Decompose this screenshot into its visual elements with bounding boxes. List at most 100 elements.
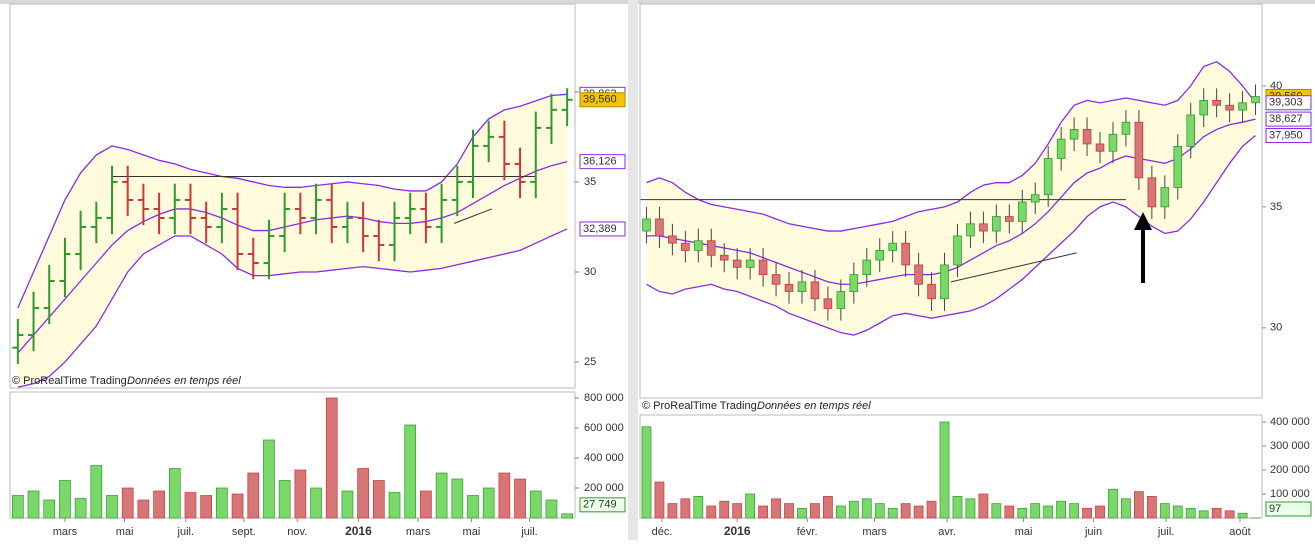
candle-body xyxy=(656,219,664,236)
volume-bar xyxy=(499,473,510,518)
volume-bar xyxy=(914,506,923,518)
volume-bar xyxy=(836,506,845,518)
candle-body xyxy=(811,282,819,299)
volume-bar xyxy=(483,488,494,518)
volume-bar xyxy=(966,499,975,518)
volume-bar xyxy=(642,427,651,518)
volume-bar xyxy=(1160,504,1169,518)
candle-body xyxy=(720,255,728,260)
candle-body xyxy=(694,241,702,251)
volume-bar xyxy=(1018,508,1027,518)
volume-bar xyxy=(953,496,962,518)
volume-bar xyxy=(707,506,716,518)
x-tick-label: mai xyxy=(116,526,134,538)
volume-bar xyxy=(546,500,557,518)
candle-body xyxy=(1187,115,1195,146)
candle-body xyxy=(941,265,949,299)
volume-bar xyxy=(810,504,819,518)
volume-bar xyxy=(216,488,227,518)
x-tick-label: 2016 xyxy=(345,524,372,538)
price-tag-label: 37,950 xyxy=(1269,129,1303,141)
volume-bar xyxy=(901,504,910,518)
volume-bar xyxy=(420,491,431,518)
volume-bar xyxy=(1199,511,1208,518)
candle-body xyxy=(1005,217,1013,222)
candle-body xyxy=(1226,105,1234,110)
candle-body xyxy=(1122,122,1130,134)
volume-bar xyxy=(720,501,729,518)
volume-bar xyxy=(91,466,102,519)
volume-bar xyxy=(326,398,337,518)
volume-bar xyxy=(1186,508,1195,518)
volume-bar xyxy=(185,493,196,519)
x-tick-label: sept. xyxy=(232,526,256,538)
volume-bar xyxy=(1044,506,1053,518)
volume-bar xyxy=(655,482,664,518)
volume-bar xyxy=(772,499,781,518)
volume-bar xyxy=(279,481,290,519)
volume-tag-label: 27 749 xyxy=(583,499,617,511)
candle-body xyxy=(669,236,677,243)
volume-bar xyxy=(358,469,369,519)
candle-body xyxy=(837,292,845,309)
candle-body xyxy=(992,217,1000,232)
candle-body xyxy=(1018,202,1026,221)
candle-body xyxy=(707,241,715,256)
volume-bar xyxy=(169,469,180,519)
volume-bar xyxy=(849,501,858,518)
price-tag-label: 36,126 xyxy=(583,156,617,168)
volume-bar xyxy=(694,496,703,518)
volume-bar xyxy=(681,499,690,518)
volume-bar xyxy=(940,422,949,518)
volume-bar xyxy=(436,473,447,518)
volume-bar xyxy=(389,493,400,519)
volume-bar xyxy=(154,491,165,518)
candle-body xyxy=(733,260,741,267)
price-tag-label: 39,303 xyxy=(1269,97,1303,109)
volume-bar xyxy=(232,494,243,518)
y-tick-label: 35 xyxy=(1270,201,1282,213)
volume-bar xyxy=(75,499,86,519)
volume-bar xyxy=(927,501,936,518)
candle-body xyxy=(1200,100,1208,115)
candle-body xyxy=(681,243,689,250)
price-tag-label: 38,627 xyxy=(1269,113,1303,125)
candle-body xyxy=(759,260,767,275)
volume-bar xyxy=(1005,506,1014,518)
volume-bar xyxy=(107,496,118,519)
watermark: © ProRealTime Trading xyxy=(12,375,127,387)
volume-bar xyxy=(1225,511,1234,518)
candle-body xyxy=(850,275,858,292)
x-tick-label: déc. xyxy=(652,526,673,538)
candle-body xyxy=(1174,146,1182,187)
x-tick-label: mai xyxy=(463,526,481,538)
x-tick-label: juin xyxy=(1084,526,1102,538)
volume-bar xyxy=(875,504,884,518)
volume-bar xyxy=(373,481,384,519)
candle-body xyxy=(928,284,936,299)
volume-bar xyxy=(248,473,259,518)
candle-body xyxy=(746,260,754,267)
candle-body xyxy=(967,224,975,236)
top-strip xyxy=(0,0,1315,4)
y-tick-label: 35 xyxy=(584,176,596,188)
volume-bar xyxy=(263,440,274,518)
y-tick-label: 30 xyxy=(1270,322,1282,334)
x-tick-label: juil. xyxy=(520,526,538,538)
volume-tick-label: 300 000 xyxy=(1270,440,1310,452)
candle-body xyxy=(954,236,962,265)
volume-tick-label: 200 000 xyxy=(584,482,624,494)
volume-bar xyxy=(759,506,768,518)
volume-bar xyxy=(668,504,677,518)
candle-body xyxy=(1096,144,1104,151)
volume-tag-label: 97 xyxy=(1269,503,1281,515)
candle-body xyxy=(643,219,651,231)
volume-bar xyxy=(1108,489,1117,518)
volume-bar xyxy=(746,494,755,518)
volume-bar xyxy=(467,496,478,519)
candle-body xyxy=(1057,139,1065,158)
candle-body xyxy=(902,243,910,265)
volume-bar xyxy=(979,494,988,518)
x-tick-label: 2016 xyxy=(724,524,751,538)
